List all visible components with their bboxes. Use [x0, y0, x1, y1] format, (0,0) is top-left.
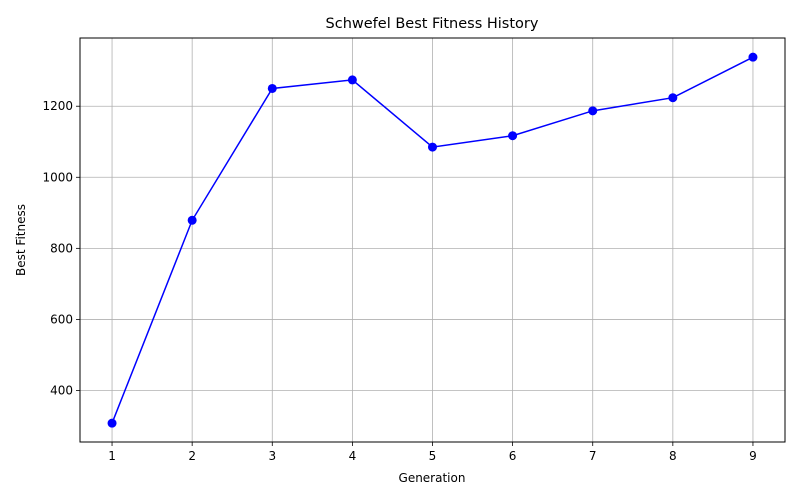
x-tick-label: 2 — [188, 449, 196, 463]
data-point — [668, 93, 678, 103]
y-tick-label: 600 — [50, 312, 73, 326]
x-axis-title: Generation — [399, 471, 466, 485]
x-tick-label: 9 — [749, 449, 757, 463]
data-point — [428, 142, 437, 152]
x-tick-label: 1 — [108, 449, 116, 463]
x-axis-ticks: 1 2 3 4 5 6 7 8 9 — [108, 442, 757, 463]
data-point — [347, 75, 357, 85]
data-point — [267, 83, 277, 93]
x-tick-label: 6 — [509, 449, 517, 463]
data-point — [187, 215, 197, 225]
x-tick-label: 4 — [349, 449, 357, 463]
x-tick-label: 3 — [268, 449, 276, 463]
x-tick-label: 5 — [429, 449, 437, 463]
y-tick-label: 1200 — [42, 99, 73, 113]
y-tick-label: 800 — [50, 241, 73, 255]
x-tick-label: 7 — [589, 449, 597, 463]
data-point — [748, 52, 758, 62]
data-point — [588, 106, 598, 116]
data-point — [508, 131, 518, 141]
y-tick-label: 1000 — [42, 170, 73, 184]
chart-title: Schwefel Best Fitness History — [326, 16, 539, 32]
series-layer — [107, 52, 758, 428]
data-point — [107, 418, 117, 428]
grid-lines — [80, 38, 785, 442]
y-axis-title: Best Fitness — [14, 204, 28, 276]
y-tick-label: 400 — [50, 383, 73, 397]
x-tick-label: 8 — [669, 449, 677, 463]
y-axis-ticks: 400 600 800 1000 1200 — [42, 99, 80, 397]
